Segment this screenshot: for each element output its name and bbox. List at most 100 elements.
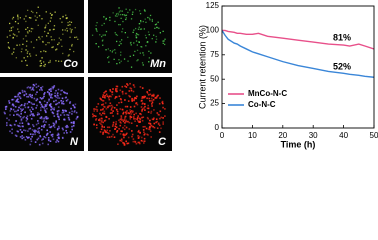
eds-dot: [24, 111, 26, 114]
chart: Current retention (%) Time (h) 0 25 50 75 10…: [197, 1, 378, 149]
eds-dot: [41, 105, 43, 107]
eds-dot: [99, 112, 101, 115]
eds-dot: [118, 59, 120, 61]
eds-dot: [122, 126, 124, 129]
eds-dot: [30, 30, 32, 33]
eds-dot: [118, 44, 120, 46]
eds-dot: [48, 124, 50, 126]
eds-dot: [156, 26, 159, 29]
eds-dot: [44, 27, 46, 29]
eds-dot: [125, 140, 127, 143]
eds-dot: [12, 103, 15, 106]
eds-dot: [44, 92, 46, 94]
eds-dot: [35, 19, 37, 21]
eds-dot: [17, 101, 20, 103]
eds-dot: [116, 108, 118, 111]
page: {"eds_maps": [ {"label": "Co", "color": …: [0, 0, 378, 151]
eds-dot: [151, 38, 153, 40]
eds-dot: [71, 45, 73, 47]
eds-dot: [57, 97, 59, 99]
eds-dot: [30, 27, 33, 30]
eds-dot: [26, 86, 29, 89]
eds-dot: [36, 12, 38, 14]
eds-dot: [110, 135, 113, 138]
eds-dot: [75, 36, 78, 38]
eds-dot: [21, 91, 24, 94]
eds-dot: [112, 121, 115, 124]
eds-dot: [132, 11, 134, 13]
eds-dot: [45, 11, 47, 13]
eds-dot: [60, 39, 62, 41]
eds-dot: [32, 124, 34, 126]
eds-dot: [143, 131, 145, 134]
eds-dot: [135, 102, 138, 104]
eds-dot: [148, 97, 151, 100]
eds-dot: [43, 61, 45, 63]
eds-dot: [120, 54, 122, 56]
eds-dot: [92, 115, 94, 118]
eds-dot: [38, 15, 41, 17]
eds-dot: [118, 7, 120, 9]
eds-dot: [44, 109, 46, 112]
y-axis-label: Current retention (%): [197, 25, 207, 109]
eds-dot: [12, 37, 14, 39]
eds-dot: [53, 25, 56, 27]
eds-dot: [114, 32, 116, 34]
eds-dot: [20, 104, 23, 106]
eds-dot: [19, 105, 22, 107]
eds-dot: [103, 120, 106, 122]
eds-dot: [9, 22, 11, 25]
eds-dot: [138, 135, 141, 138]
eds-dot: [119, 121, 122, 123]
eds-dot: [121, 10, 123, 12]
eds-dot: [51, 46, 53, 49]
eds-dot: [49, 61, 51, 63]
eds-dot: [51, 135, 54, 138]
eds-dot: [148, 17, 151, 19]
eds-dot: [98, 118, 101, 120]
eds-dot: [128, 90, 131, 92]
eds-dot: [32, 11, 34, 14]
eds-dot: [68, 119, 71, 121]
eds-dot: [153, 126, 156, 129]
eds-dot: [114, 52, 117, 54]
eds-dot: [57, 113, 59, 116]
eds-dot: [136, 95, 138, 98]
eds-dot: [136, 117, 139, 119]
eds-dot: [74, 27, 76, 29]
eds-dot: [116, 63, 118, 65]
eds-dot: [153, 122, 156, 125]
eds-dot: [148, 34, 150, 36]
eds-dot: [16, 99, 18, 102]
eds-dot: [52, 87, 54, 90]
eds-dot: [158, 131, 161, 133]
y-tick-label: 25: [210, 99, 219, 108]
eds-dot: [120, 43, 122, 45]
eds-dot: [157, 94, 159, 97]
eds-dot: [148, 89, 151, 92]
eds-dot: [147, 31, 150, 33]
eds-dot: [115, 13, 118, 15]
eds-dot: [98, 119, 100, 121]
eds-dot: [119, 98, 122, 100]
y-tick-label: 125: [206, 1, 220, 10]
eds-dot: [16, 124, 19, 127]
eds-dot: [58, 116, 60, 119]
eds-dot: [103, 92, 105, 94]
eds-dot: [40, 62, 42, 64]
eds-dot: [62, 103, 65, 105]
eds-dot: [146, 116, 149, 119]
eds-dot: [93, 123, 95, 126]
eds-dot: [7, 42, 9, 44]
eds-dot: [23, 94, 25, 96]
eds-dot: [125, 86, 128, 88]
eds-dot: [114, 97, 116, 100]
eds-dot: [125, 14, 128, 16]
eds-dot: [146, 92, 149, 94]
eds-dot: [129, 87, 131, 89]
eds-dot: [100, 117, 103, 120]
eds-dot: [35, 54, 37, 56]
eds-dot: [34, 129, 36, 131]
eds-dot: [148, 50, 150, 52]
eds-dot: [11, 53, 13, 55]
